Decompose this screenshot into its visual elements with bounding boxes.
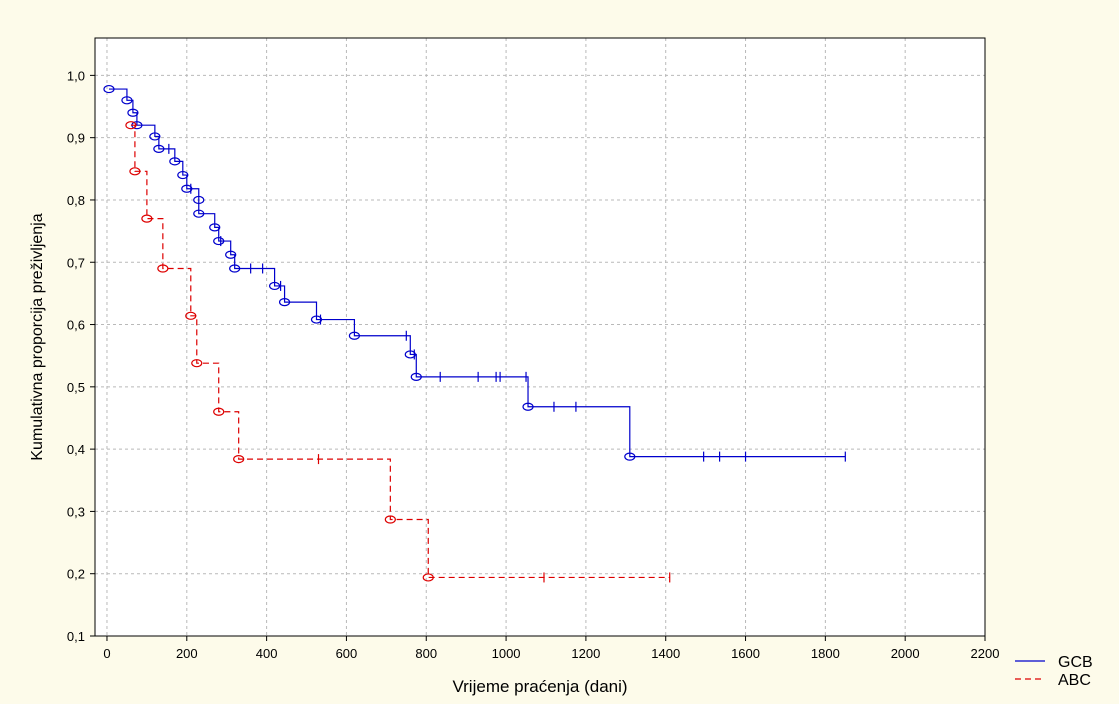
event-point-gcb [121,96,133,105]
y-axis-title: Kumulativna proporcija preživljenja [29,213,46,460]
y-tick-label: 0,8 [67,193,85,208]
y-tick-label: 0,2 [67,567,85,582]
event-point-gcb [193,209,205,218]
x-tick-label: 1400 [651,646,680,661]
x-tick-label: 1800 [811,646,840,661]
legend: GCB ABC [1015,654,1093,689]
x-tick-label: 1600 [731,646,760,661]
event-point-abc [141,214,153,223]
event-point-gcb [522,402,534,411]
event-point-abc [233,454,245,464]
event-point-abc [191,359,203,368]
event-point-gcb [310,315,323,324]
event-point-gcb [193,195,205,205]
y-tick-label: 0,1 [67,629,85,644]
y-tick-label: 1,0 [67,68,85,83]
y-tick-label: 0,4 [67,442,85,457]
y-tick-label: 0,5 [67,380,85,395]
event-point-gcb [624,452,636,461]
event-point-gcb [268,281,281,291]
event-point-abc [125,121,137,130]
x-tick-label: 200 [176,646,198,661]
event-point-gcb [169,157,181,166]
event-point-abc [213,407,225,416]
legend-label-abc: ABC [1058,672,1091,689]
event-point-abc [384,515,396,524]
x-tick-label: 1200 [571,646,600,661]
y-tick-label: 0,6 [67,318,85,333]
plot-background [95,38,985,636]
x-tick-label: 400 [256,646,278,661]
series-abc [125,121,671,583]
x-tick-label: 2000 [891,646,920,661]
plot-frame [94,37,986,637]
event-point-gcb [213,236,225,246]
event-point-abc [185,311,197,320]
axis-layer: 0 200 400 600 800 1000 1200 1400 1600 1800 2000 220… [67,68,1000,661]
series-gcb-line [108,88,846,458]
x-tick-label: 800 [415,646,437,661]
legend-label-gcb: GCB [1058,654,1093,671]
series-layer [103,84,846,583]
y-tick-label: 0,3 [67,504,85,519]
y-tick-label: 0,9 [67,131,85,146]
x-tick-label: 2200 [971,646,1000,661]
event-point-gcb [103,84,115,94]
event-point-gcb [278,298,291,307]
x-tick-label: 0 [103,646,110,661]
event-point-gcb [177,170,189,180]
series-gcb [103,84,846,462]
x-tick-label: 600 [336,646,358,661]
event-point-abc [422,573,434,582]
event-point-gcb [348,331,361,340]
event-point-abc [157,264,169,273]
event-point-gcb [153,144,165,153]
event-point-gcb [410,372,422,381]
event-point-gcb [209,223,221,232]
event-point-gcb [127,108,139,117]
y-tick-label: 0,7 [67,255,85,270]
event-point-gcb [225,250,237,259]
event-point-gcb [181,184,193,193]
grid-layer [95,38,985,636]
x-tick-label: 1000 [492,646,521,661]
event-point-gcb [149,132,161,141]
x-axis-title: Vrijeme praćenja (dani) [452,677,627,696]
series-abc-line [130,124,670,579]
event-point-abc [129,167,141,176]
event-point-gcb [229,264,241,273]
event-point-gcb [404,350,416,359]
